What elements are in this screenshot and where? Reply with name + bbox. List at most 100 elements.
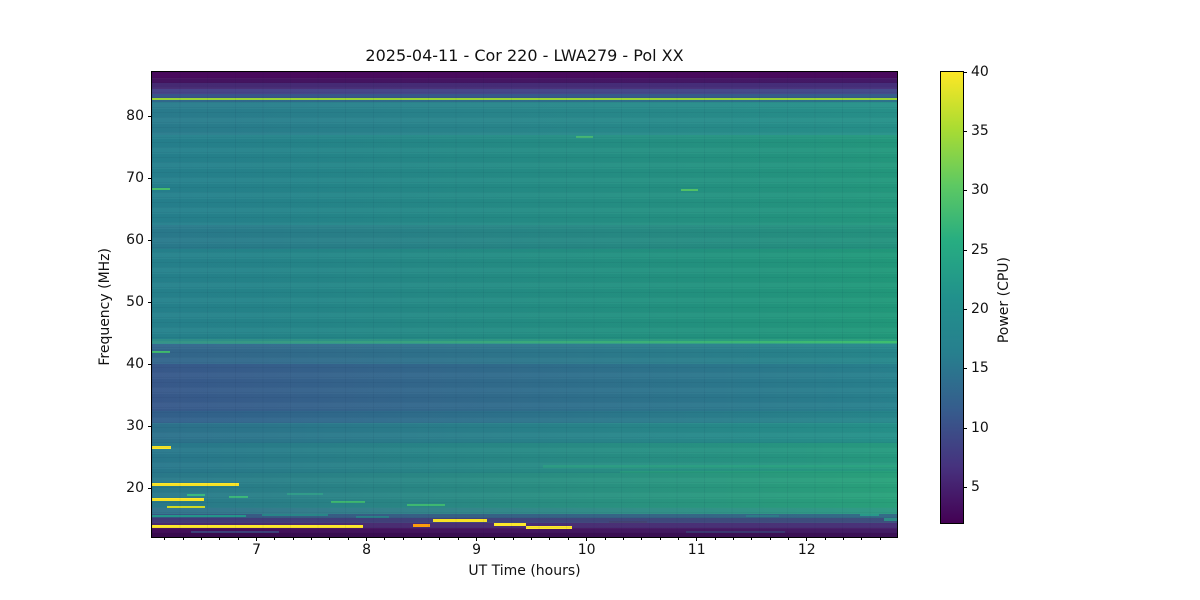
y-tick — [148, 301, 152, 303]
x-minor-tick — [732, 537, 734, 540]
x-minor-tick — [274, 537, 276, 540]
rfi-line — [619, 470, 897, 473]
rfi-line — [262, 514, 329, 517]
colorbar-tick — [963, 71, 967, 73]
chart-title: 2025-04-11 - Cor 220 - LWA279 - Pol XX — [365, 46, 684, 65]
colorbar-tick-label: 20 — [971, 300, 989, 317]
rfi-line — [542, 464, 897, 468]
heatmap-band — [152, 224, 897, 250]
colorbar-tick-label: 40 — [971, 63, 989, 80]
x-minor-tick — [622, 537, 624, 540]
heatmap-band — [152, 422, 897, 444]
rfi-line — [407, 503, 445, 506]
heatmap-band — [152, 94, 897, 99]
x-minor-tick — [842, 537, 844, 540]
rfi-line — [432, 519, 487, 523]
rfi-line — [152, 98, 897, 101]
x-tick — [696, 537, 698, 541]
x-minor-tick — [659, 537, 661, 540]
rfi-line — [746, 514, 780, 517]
frequency-channel-texture — [152, 72, 897, 537]
x-tick-label: 11 — [687, 542, 706, 558]
x-minor-tick — [549, 537, 551, 540]
colorbar-tick-label: 25 — [971, 241, 989, 258]
rfi-line — [494, 523, 527, 527]
heatmap-band — [152, 514, 897, 519]
rfi-line — [355, 515, 389, 518]
colorbar-tick — [963, 486, 967, 488]
x-tick — [806, 537, 808, 541]
rfi-line — [167, 506, 205, 509]
x-minor-tick — [641, 537, 643, 540]
rfi-line — [685, 531, 785, 534]
colorbar-label: Power (CPU) — [996, 257, 1012, 344]
soft-banding-texture — [152, 72, 897, 537]
rfi-line — [859, 514, 880, 517]
y-tick — [148, 239, 152, 241]
rfi-line — [152, 498, 204, 502]
y-tick — [148, 363, 152, 365]
colorbar-tick — [963, 368, 967, 370]
rfi-line — [331, 500, 366, 503]
x-minor-tick — [751, 537, 753, 540]
x-tick-label: 9 — [472, 542, 482, 558]
x-minor-tick — [237, 537, 239, 540]
x-tick-label: 7 — [252, 542, 261, 558]
y-tick — [148, 177, 152, 179]
rfi-line — [608, 521, 648, 524]
colorbar — [941, 72, 963, 523]
rfi-line — [152, 514, 246, 517]
x-tick — [586, 537, 588, 541]
heatmap-band — [152, 134, 897, 225]
x-minor-tick — [347, 537, 349, 540]
rfi-line — [287, 492, 323, 495]
heatmap-band — [152, 77, 897, 84]
colorbar-tick-label: 10 — [971, 419, 989, 436]
x-minor-tick — [769, 537, 771, 540]
x-minor-tick — [787, 537, 789, 540]
x-minor-tick — [604, 537, 606, 540]
y-tick — [148, 487, 152, 489]
heatmap-band — [152, 472, 897, 508]
heatmap-band — [152, 249, 897, 340]
heatmap-band — [152, 443, 897, 473]
x-minor-tick — [402, 537, 404, 540]
x-minor-tick — [714, 537, 716, 540]
x-tick-label: 8 — [362, 542, 372, 558]
heatmap-band — [152, 528, 897, 533]
x-minor-tick — [329, 537, 331, 540]
heatmap-band — [152, 410, 897, 423]
rfi-line — [575, 136, 594, 139]
rfi-line — [190, 531, 279, 534]
rfi-line — [526, 526, 573, 530]
heatmap-band — [152, 83, 897, 89]
y-tick — [148, 425, 152, 427]
heatmap-band — [152, 507, 897, 515]
colorbar-tick — [963, 308, 967, 310]
x-axis-label: UT Time (hours) — [468, 563, 581, 579]
rfi-line — [152, 524, 364, 528]
x-minor-tick — [182, 537, 184, 540]
rfi-line — [152, 351, 170, 354]
y-tick-label: 20 — [126, 479, 144, 496]
x-minor-tick — [311, 537, 313, 540]
colorbar-tick — [963, 249, 967, 251]
x-minor-tick — [439, 537, 441, 540]
heatmap-band — [152, 72, 897, 78]
x-minor-tick — [494, 537, 496, 540]
x-minor-tick — [201, 537, 203, 540]
rfi-line — [152, 188, 170, 191]
x-minor-tick — [457, 537, 459, 540]
heatmap-band — [152, 364, 897, 411]
x-minor-tick — [164, 537, 166, 540]
y-tick-label: 60 — [126, 231, 144, 248]
rfi-line — [152, 446, 171, 450]
rfi-line — [229, 495, 248, 498]
x-minor-tick — [219, 537, 221, 540]
x-minor-tick — [677, 537, 679, 540]
rfi-line — [412, 524, 431, 528]
x-minor-tick — [421, 537, 423, 540]
y-tick-label: 30 — [126, 417, 144, 434]
colorbar-tick-label: 30 — [971, 182, 989, 199]
